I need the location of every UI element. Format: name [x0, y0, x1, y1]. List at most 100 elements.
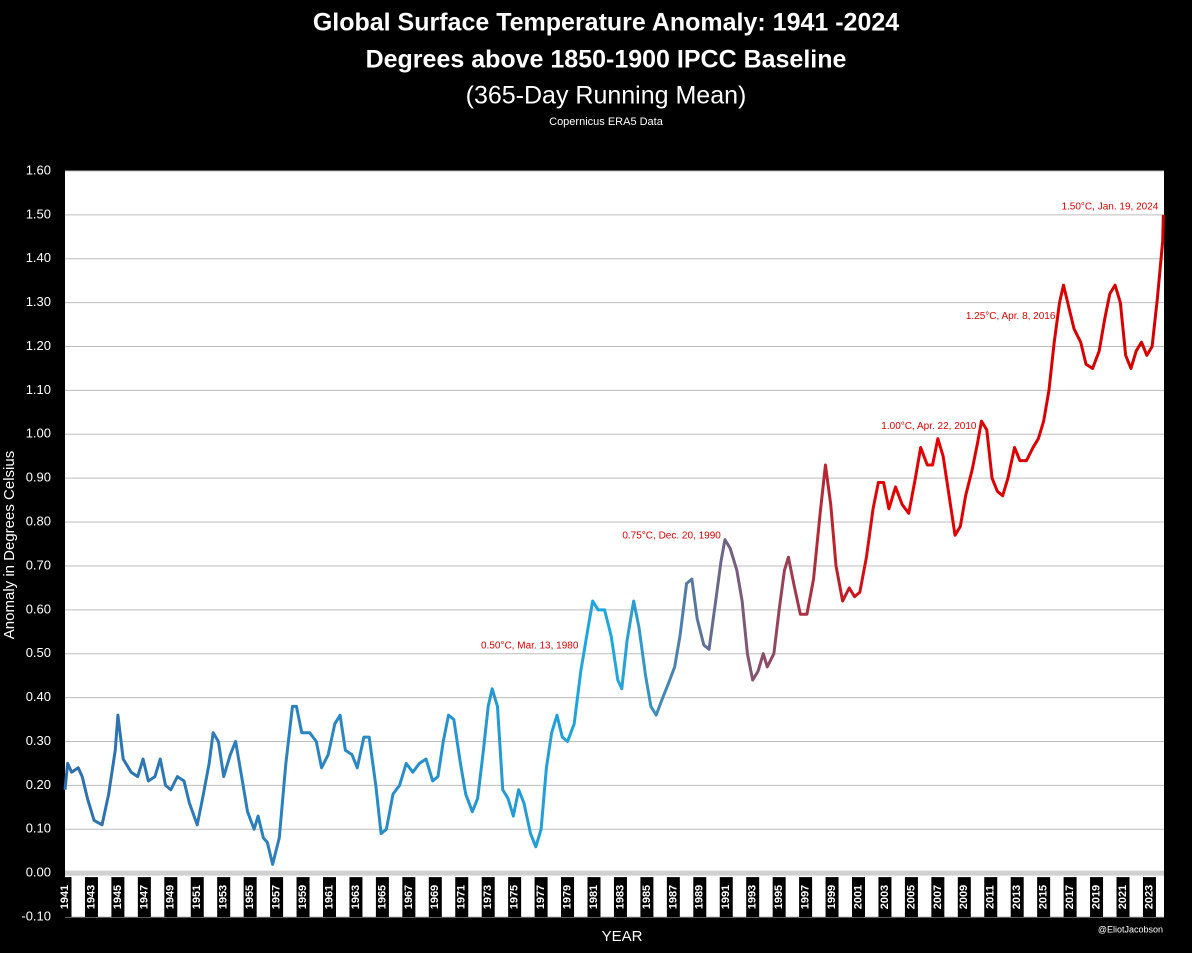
y-tick-label: 0.30 — [26, 733, 51, 748]
y-tick-label: 0.60 — [26, 601, 51, 616]
x-tick-box — [1090, 877, 1104, 917]
x-tick-label: 1981 — [588, 885, 600, 909]
chart-title-line2: Degrees above 1850-1900 IPCC Baseline — [366, 46, 847, 74]
x-tick-label: 2005 — [905, 885, 917, 909]
x-tick-label: 1985 — [641, 885, 653, 909]
x-tick-box — [561, 877, 575, 917]
y-tick-label: 0.10 — [26, 821, 51, 836]
x-tick-box — [825, 877, 839, 917]
x-tick-box — [852, 877, 866, 917]
x-tick-box — [402, 877, 416, 917]
y-tick-label: 0.90 — [26, 470, 51, 485]
y-tick-label: 1.30 — [26, 294, 51, 309]
x-tick-label: 1955 — [244, 885, 256, 909]
annotation: 1.50°C, Jan. 19, 2024 — [1061, 202, 1158, 213]
x-tick-label: 2003 — [879, 885, 891, 909]
x-tick-box — [375, 877, 389, 917]
x-tick-label: 2017 — [1064, 885, 1076, 909]
x-tick-label: 2023 — [1143, 885, 1155, 909]
x-tick-label: 1995 — [773, 885, 785, 909]
x-tick-label: 1949 — [165, 885, 177, 909]
annotation: 1.00°C, Apr. 22, 2010 — [881, 421, 977, 432]
x-tick-box — [719, 877, 733, 917]
x-tick-label: 1979 — [561, 885, 573, 909]
x-tick-label: 1951 — [191, 885, 203, 909]
annotation: 0.75°C, Dec. 20, 1990 — [622, 531, 721, 542]
x-tick-box — [481, 877, 495, 917]
x-tick-box — [587, 877, 601, 917]
x-tick-box — [296, 877, 310, 917]
source: Copernicus ERA5 Data — [549, 116, 664, 128]
x-tick-box — [957, 877, 971, 917]
x-tick-label: 1983 — [614, 885, 626, 909]
x-tick-box — [323, 877, 337, 917]
x-tick-box — [799, 877, 813, 917]
x-tick-label: 1953 — [218, 885, 230, 909]
x-tick-box — [613, 877, 627, 917]
y-tick-label: 0.20 — [26, 777, 51, 792]
x-tick-box — [931, 877, 945, 917]
x-tick-label: 2001 — [852, 885, 864, 909]
x-tick-label: 1975 — [509, 885, 521, 909]
x-tick-label: 2011 — [985, 885, 997, 909]
x-tick-label: 1947 — [138, 885, 150, 909]
x-tick-box — [84, 877, 98, 917]
x-tick-box — [1037, 877, 1051, 917]
x-tick-box — [164, 877, 178, 917]
x-tick-box — [190, 877, 204, 917]
x-tick-label: 1971 — [456, 885, 468, 909]
x-tick-label: 1959 — [297, 885, 309, 909]
x-tick-box — [746, 877, 760, 917]
x-tick-label: 2009 — [958, 885, 970, 909]
x-tick-label: 1991 — [720, 885, 732, 909]
x-tick-label: 2007 — [932, 885, 944, 909]
x-tick-label: 2013 — [1011, 885, 1023, 909]
x-tick-box — [772, 877, 786, 917]
annotation: 1.25°C, Apr. 8, 2016 — [966, 311, 1056, 322]
x-tick-label: 1973 — [482, 885, 494, 909]
x-tick-box — [534, 877, 548, 917]
x-tick-label: 1963 — [350, 885, 362, 909]
x-tick-box — [349, 877, 363, 917]
y-tick-label: 1.50 — [26, 206, 51, 221]
plot-area — [65, 171, 1164, 917]
x-tick-box — [693, 877, 707, 917]
credit: @EliotJacobson — [1098, 924, 1163, 934]
x-tick-box — [1010, 877, 1024, 917]
chart-title: Global Surface Temperature Anomaly: 1941… — [313, 9, 899, 37]
annotation: 0.50°C, Mar. 13, 1980 — [481, 640, 579, 651]
data-line — [63, 214, 1165, 866]
x-tick-label: 1941 — [59, 885, 71, 909]
y-tick-label: 1.00 — [26, 426, 51, 441]
x-tick-box — [58, 877, 72, 917]
chart-subtitle: (365-Day Running Mean) — [466, 82, 747, 110]
x-tick-box — [217, 877, 231, 917]
x-tick-label: 2019 — [1090, 885, 1102, 909]
y-tick-label: 1.10 — [26, 382, 51, 397]
y-tick-label: 0.70 — [26, 557, 51, 572]
x-tick-box — [111, 877, 125, 917]
x-tick-box — [1142, 877, 1156, 917]
x-tick-label: 1965 — [376, 885, 388, 909]
x-tick-box — [640, 877, 654, 917]
y-tick-label: 0.00 — [26, 865, 51, 880]
x-tick-label: 1987 — [667, 885, 679, 909]
x-tick-label: 2015 — [1038, 885, 1050, 909]
x-tick-label: 1943 — [85, 885, 97, 909]
x-tick-label: 1977 — [535, 885, 547, 909]
x-tick-box — [904, 877, 918, 917]
x-tick-label: 1999 — [826, 885, 838, 909]
y-tick-label: -0.10 — [21, 908, 51, 923]
x-tick-label: 1961 — [323, 885, 335, 909]
x-tick-box — [428, 877, 442, 917]
y-tick-label: 1.40 — [26, 250, 51, 265]
x-axis-label: YEAR — [602, 928, 643, 945]
x-tick-label: 1989 — [694, 885, 706, 909]
y-axis-label: Anomaly in Degrees Celsius — [1, 451, 18, 639]
x-tick-box — [1116, 877, 1130, 917]
x-tick-box — [1063, 877, 1077, 917]
x-tick-box — [984, 877, 998, 917]
x-tick-label: 2021 — [1117, 885, 1129, 909]
x-tick-box — [243, 877, 257, 917]
